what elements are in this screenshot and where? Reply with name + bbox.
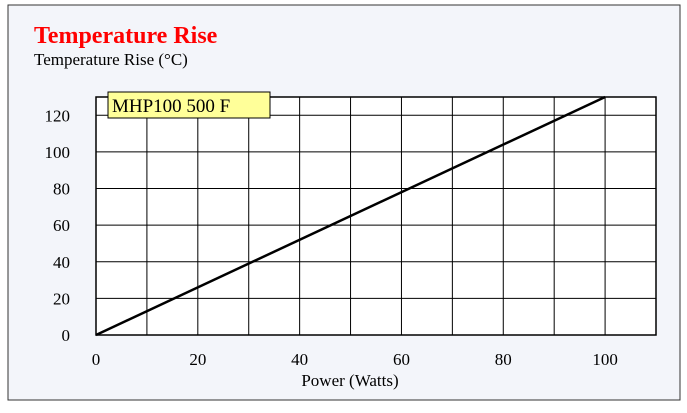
annotation: MHP100 500 F bbox=[112, 96, 230, 117]
y-tick-label: 20 bbox=[53, 289, 70, 308]
x-tick-label: 20 bbox=[189, 350, 206, 369]
x-tick-label: 0 bbox=[92, 350, 101, 369]
annotation-box bbox=[107, 91, 271, 119]
plot-area bbox=[95, 96, 657, 336]
x-axis-label: Power (Watts) bbox=[301, 371, 398, 390]
x-tick-label: 60 bbox=[393, 350, 410, 369]
y-tick-label: 0 bbox=[62, 326, 71, 345]
x-tick-label: 40 bbox=[291, 350, 308, 369]
y-tick-label: 100 bbox=[45, 143, 71, 162]
y-tick-label: 80 bbox=[53, 180, 70, 199]
y-tick-label: 60 bbox=[53, 216, 70, 235]
y-tick-label: 120 bbox=[45, 106, 71, 125]
x-tick-label: 100 bbox=[592, 350, 618, 369]
data-line bbox=[95, 95, 606, 337]
y-axis-label: Temperature Rise (°C) bbox=[34, 50, 188, 69]
chart-title: Temperature Rise bbox=[34, 23, 218, 49]
x-tick-label: 80 bbox=[495, 350, 512, 369]
y-tick-label: 40 bbox=[53, 253, 70, 272]
